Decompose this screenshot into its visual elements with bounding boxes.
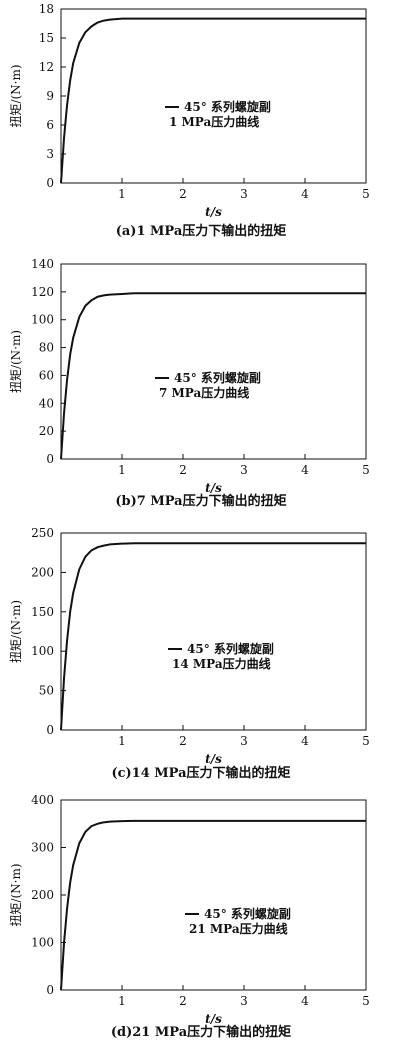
x-tick-label: 2: [179, 187, 187, 201]
y-tick-label: 300: [31, 841, 54, 855]
chart-panel-a: 0 3 6 9 12 15 18 1 2 3 4 5 t/s 扭矩/(N·m) 45° 系列螺旋副 1 MPa…: [0, 0, 402, 245]
legend-label-line1: 45° 系列螺旋副: [187, 641, 274, 656]
y-tick-label: 18: [39, 2, 54, 16]
y-axis-label: 扭矩/(N·m): [9, 64, 23, 127]
legend-label-line1: 45° 系列螺旋副: [204, 906, 291, 921]
plot-frame: [60, 263, 367, 460]
y-tick-label: 100: [31, 936, 54, 950]
x-tick-label: 1: [118, 463, 126, 477]
x-tick-label: 1: [118, 734, 126, 748]
x-tick-label: 3: [240, 994, 248, 1008]
y-tick-label: 100: [31, 644, 54, 658]
plot-frame: [60, 8, 367, 184]
x-tick-label: 5: [362, 994, 370, 1008]
chart-c-svg: 0 50 100 150 200 250 1 2 3 4 5 t/s 扭矩/(N·m) 45° 系列螺旋副…: [9, 526, 370, 766]
y-tick-label: 9: [46, 89, 54, 103]
y-tick-label: 0: [46, 176, 54, 190]
y-tick-label: 0: [46, 983, 54, 997]
chart-b-svg: 0 20 40 60 80 100 120 140 1 2 3 4 5 t/s 扭矩/(N·m) 45° 系列…: [9, 257, 370, 495]
x-tick-label: 4: [301, 187, 309, 201]
y-tick-label: 0: [46, 723, 54, 737]
x-tick-label: 5: [362, 734, 370, 748]
x-axis-label: t/s: [205, 205, 222, 219]
plot-frame: [60, 799, 367, 991]
chart-panel-b: 0 20 40 60 80 100 120 140 1 2 3 4 5 t/s 扭矩/(N·m) 45° 系列…: [0, 250, 402, 515]
chart-d-caption: (d)21 MPa压力下输出的扭矩: [110, 1025, 292, 1040]
y-tick-label: 50: [39, 684, 54, 698]
x-tick-label: 5: [362, 463, 370, 477]
series-line: [60, 542, 366, 731]
y-tick-label: 3: [46, 147, 54, 161]
x-tick-label: 3: [240, 734, 248, 748]
x-tick-label: 4: [301, 463, 309, 477]
y-tick-label: 200: [31, 888, 54, 902]
x-tick-label: 4: [301, 994, 309, 1008]
chart-a-caption: (a)1 MPa压力下输出的扭矩: [115, 224, 287, 239]
x-tick-label: 5: [362, 187, 370, 201]
y-tick-label: 250: [31, 526, 54, 540]
y-tick-label: 12: [39, 60, 54, 74]
y-tick-label: 200: [31, 565, 54, 579]
plot-frame: [60, 532, 367, 731]
chart-d-svg: 0 100 200 300 400 1 2 3 4 5 t/s 扭矩/(N·m) 45° 系列螺旋副21…: [9, 793, 370, 1026]
y-axis-label: 扭矩/(N·m): [9, 600, 23, 663]
y-tick-label: 6: [46, 118, 54, 132]
y-tick-label: 140: [31, 257, 54, 271]
x-tick-label: 1: [118, 994, 126, 1008]
y-tick-label: 40: [39, 396, 54, 410]
x-tick-label: 3: [240, 463, 248, 477]
chart-panel-c: 0 50 100 150 200 250 1 2 3 4 5 t/s 扭矩/(N·m) 45° 系列螺旋副…: [0, 518, 402, 783]
x-tick-label: 1: [118, 187, 126, 201]
series-line: [60, 292, 366, 460]
x-tick-label: 2: [179, 734, 187, 748]
y-tick-label: 15: [39, 31, 54, 45]
y-tick-label: 60: [39, 368, 54, 382]
legend-label-line2: 14 MPa压力曲线: [172, 656, 271, 671]
chart-b-caption: (b)7 MPa压力下输出的扭矩: [115, 494, 287, 509]
chart-panel-d: 0 100 200 300 400 1 2 3 4 5 t/s 扭矩/(N·m) 45° 系列螺旋副 21…: [0, 787, 402, 1050]
legend-label-line1: 45° 系列螺旋副: [184, 99, 271, 114]
series-line: [60, 819, 366, 991]
x-tick-label: 2: [179, 463, 187, 477]
x-tick-label: 2: [179, 994, 187, 1008]
y-axis-label: 扭矩/(N·m): [9, 330, 23, 393]
y-tick-label: 120: [31, 285, 54, 299]
y-tick-label: 150: [31, 605, 54, 619]
x-axis-label: t/s: [205, 481, 222, 495]
y-tick-label: 80: [39, 341, 54, 355]
legend-label-line2: 1 MPa压力曲线: [169, 114, 259, 129]
x-tick-label: 4: [301, 734, 309, 748]
x-axis-label: t/s: [205, 752, 222, 766]
y-axis-label: 扭矩/(N·m): [9, 863, 23, 926]
y-tick-label: 400: [31, 793, 54, 807]
y-tick-label: 100: [31, 313, 54, 327]
y-tick-label: 20: [39, 424, 54, 438]
x-tick-label: 3: [240, 187, 248, 201]
series-line: [60, 17, 366, 184]
x-axis-label: t/s: [205, 1012, 222, 1026]
legend-label-line1: 45° 系列螺旋副: [174, 370, 261, 385]
y-tick-label: 0: [46, 452, 54, 466]
legend-label-line2: 21 MPa压力曲线: [189, 921, 288, 936]
legend-label-line2: 7 MPa压力曲线: [159, 385, 249, 400]
chart-c-caption: (c)14 MPa压力下输出的扭矩: [111, 766, 291, 781]
